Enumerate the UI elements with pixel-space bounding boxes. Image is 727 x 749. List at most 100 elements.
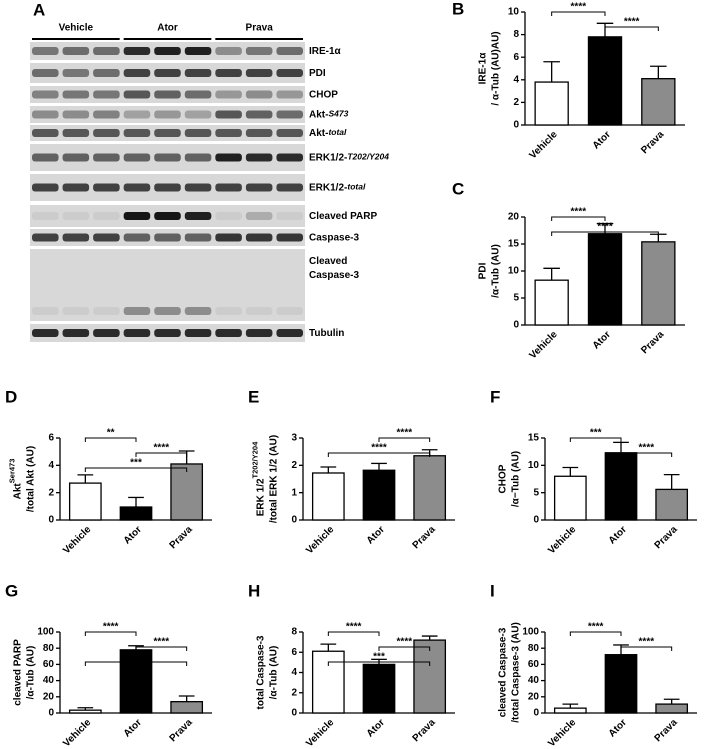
blot-band — [184, 47, 212, 55]
label-italic: S473 — [328, 109, 348, 119]
bar — [641, 78, 676, 126]
y-tick-label: 2 — [48, 487, 54, 498]
blot-band — [184, 90, 212, 99]
y-tick-label: 6 — [291, 647, 297, 658]
panel-letter: F — [490, 387, 500, 406]
blot-band — [276, 47, 303, 55]
y-tick-label: 0 — [48, 708, 54, 719]
label-text: Akt- — [309, 109, 328, 120]
blot-band — [93, 153, 120, 162]
blot-band — [276, 233, 303, 242]
label-text: Cleaved — [309, 256, 347, 267]
blot-band — [154, 47, 181, 55]
blot-band — [32, 129, 59, 137]
blot-band — [62, 329, 90, 337]
significance-label: **** — [371, 443, 387, 454]
blot-band — [93, 183, 120, 192]
blot-band — [245, 129, 273, 137]
y-axis-label-line: / α-Tub (AU)AU) — [490, 31, 501, 105]
significance-label: **** — [571, 207, 587, 218]
blot-band — [62, 233, 90, 242]
label-italic: total — [328, 127, 347, 137]
blot-band — [245, 329, 273, 337]
y-tick-label: 6 — [513, 52, 519, 63]
blot-band — [93, 212, 120, 220]
blot-band — [215, 110, 242, 119]
label-text: Tubulin — [309, 328, 344, 339]
blot-band — [245, 233, 273, 242]
blot-band — [93, 110, 120, 119]
significance-label: **** — [154, 637, 170, 648]
bar — [553, 475, 587, 521]
blot-band — [62, 307, 90, 315]
significance-bracket — [569, 631, 622, 636]
y-axis-label: ERK 1/2T202/Y204/total ERK 1/2 (AU) — [251, 435, 279, 523]
blot-band — [154, 129, 181, 137]
blot-band — [184, 129, 212, 137]
bar — [587, 233, 623, 326]
y-axis-label-line: total Caspase-3 — [255, 635, 266, 709]
panel-letter: I — [490, 581, 495, 600]
y-axis-label-line: AktSer473 — [8, 459, 23, 500]
significance-bracket — [551, 216, 606, 221]
label-text: /total Akt (AU) — [25, 446, 36, 512]
significance-label: **** — [346, 622, 362, 633]
significance-label: *** — [130, 652, 142, 663]
x-tick-label: Prava — [653, 717, 680, 744]
significance-label: *** — [130, 458, 142, 469]
significance-label: *** — [590, 428, 602, 439]
blot-band — [245, 183, 273, 192]
y-tick-label: 10 — [528, 460, 540, 471]
blot-band — [123, 47, 151, 55]
label-superscript: T202/Y204 — [251, 441, 260, 479]
y-axis-label: CHOP/α−Tub (AU) — [497, 451, 521, 507]
lane-group-label: Prava — [246, 23, 274, 34]
label-text: CHOP — [309, 89, 338, 100]
bar — [655, 703, 689, 714]
blot-band — [215, 90, 242, 99]
blot-band — [32, 233, 59, 242]
y-axis-label-line: /α-Tub (AU) — [490, 244, 501, 298]
x-tick-label: Ator — [591, 129, 613, 151]
y-axis-label-line: /total Akt (AU) — [25, 446, 36, 512]
blot-row-label: Akt-S473 — [309, 109, 349, 120]
y-tick-label: 15 — [508, 239, 520, 250]
blot-band — [123, 69, 151, 77]
blot-band — [154, 90, 181, 99]
label-text: /α-Tub (AU) — [490, 244, 501, 298]
x-tick-label: Ator — [607, 524, 629, 546]
blot-band — [62, 183, 90, 192]
blot-band — [215, 69, 242, 77]
blot-band — [276, 110, 303, 119]
blot-band — [154, 307, 181, 315]
significance-label: **** — [639, 443, 655, 454]
significance-bracket — [551, 231, 659, 236]
significance-label: **** — [597, 222, 613, 233]
blot-band — [32, 90, 59, 99]
blot-row-label: Caspase-3 — [309, 270, 359, 281]
blot-band — [245, 110, 273, 119]
bar — [170, 463, 204, 521]
significance-label: **** — [588, 622, 604, 633]
bar — [641, 241, 676, 326]
bar — [119, 649, 153, 714]
x-tick-label: Ator — [122, 524, 144, 546]
lane-group-label: Vehicle — [59, 23, 94, 34]
bar — [68, 482, 102, 521]
bar — [311, 472, 345, 521]
y-tick-label: 0 — [533, 708, 539, 719]
panel-letter: B — [452, 0, 464, 18]
panel-letter: H — [248, 581, 260, 600]
blot-band — [245, 307, 273, 315]
significance-bracket — [84, 467, 188, 472]
significance-label: *** — [373, 652, 385, 663]
bar — [604, 654, 638, 714]
blot-band — [184, 329, 212, 337]
y-tick-label: 4 — [513, 74, 519, 85]
blot-band — [32, 212, 59, 220]
significance-label: **** — [103, 622, 119, 633]
x-tick-label: Vehicle — [528, 129, 560, 161]
panel-letter: E — [248, 387, 259, 406]
x-tick-label: Prava — [411, 717, 438, 744]
